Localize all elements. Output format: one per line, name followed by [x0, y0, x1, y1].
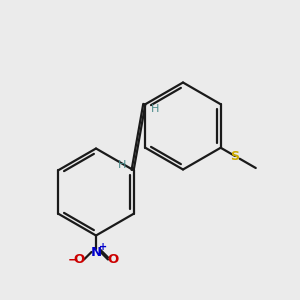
- Text: −: −: [68, 253, 78, 266]
- Text: +: +: [98, 242, 107, 252]
- Text: O: O: [74, 253, 85, 266]
- Text: S: S: [230, 149, 239, 163]
- Text: H: H: [118, 160, 126, 170]
- Text: O: O: [107, 253, 118, 266]
- Text: N: N: [90, 245, 102, 259]
- Text: H: H: [151, 104, 159, 114]
